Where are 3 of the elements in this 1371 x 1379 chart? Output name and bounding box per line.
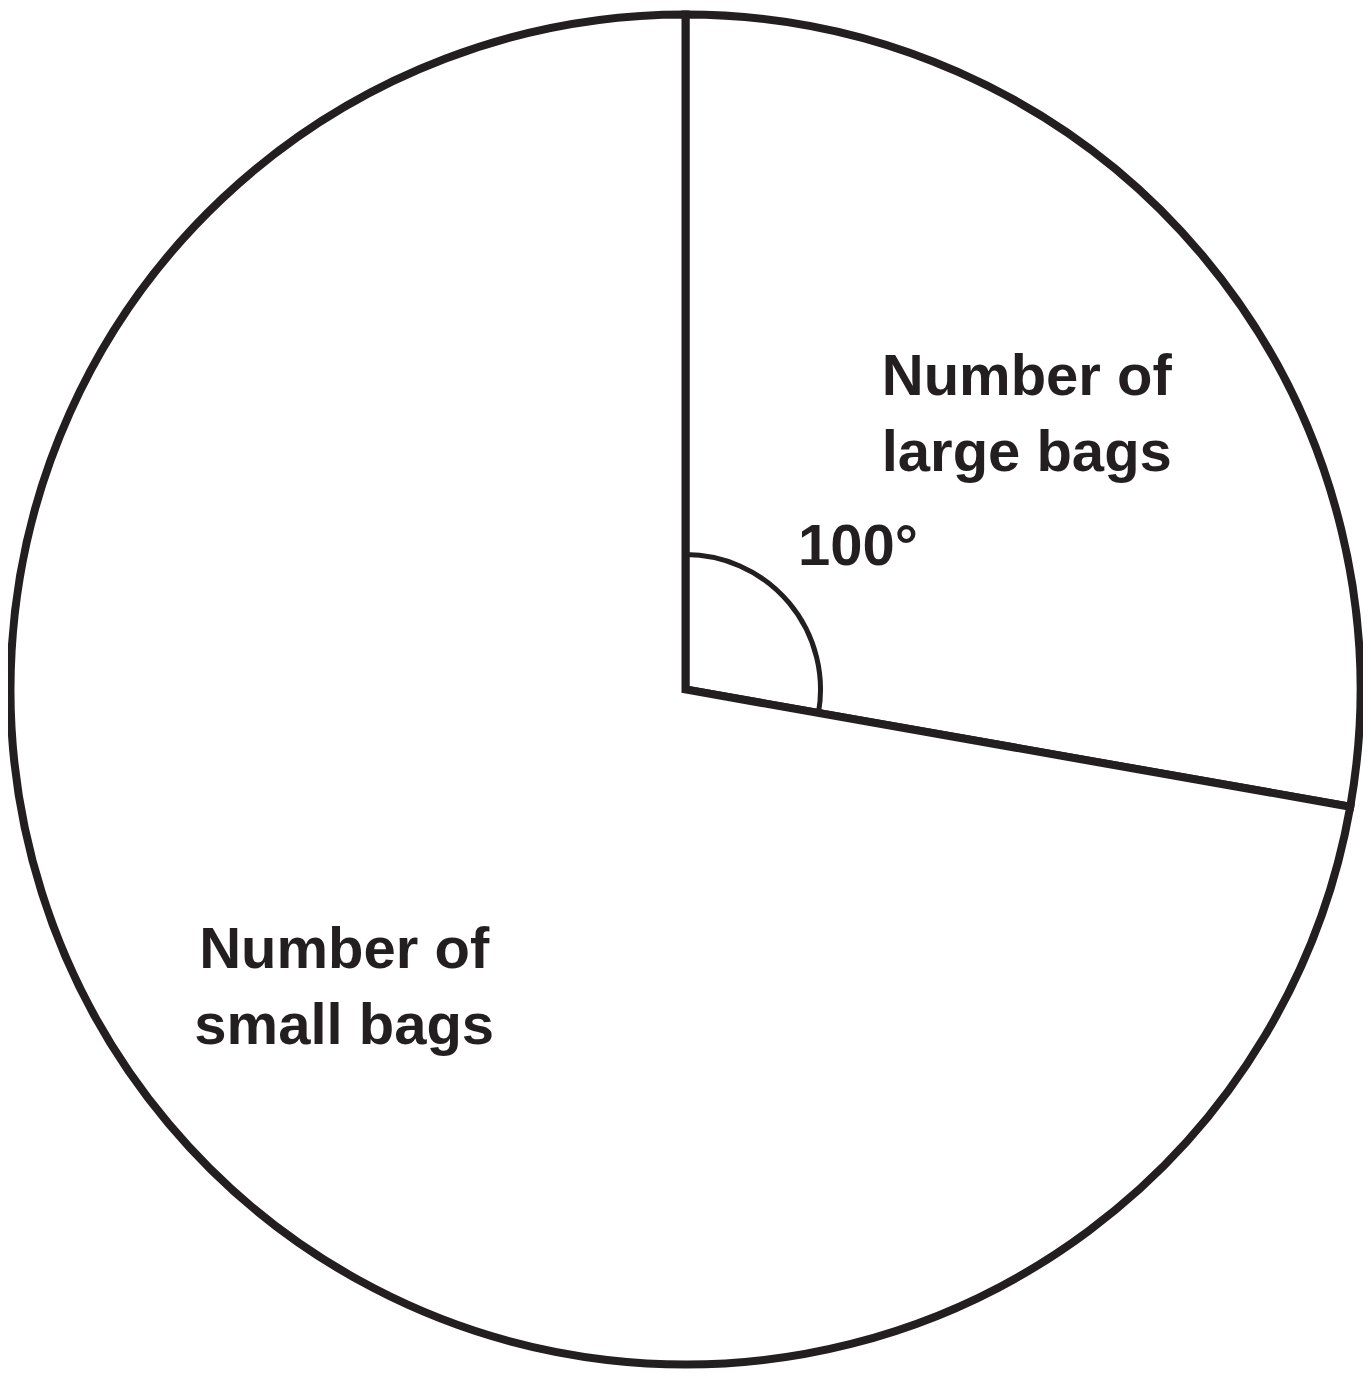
slice-label: Number of large bags [881, 342, 1173, 484]
slice-label: Number of small bags [194, 914, 495, 1056]
data-label: 100° [797, 512, 918, 578]
